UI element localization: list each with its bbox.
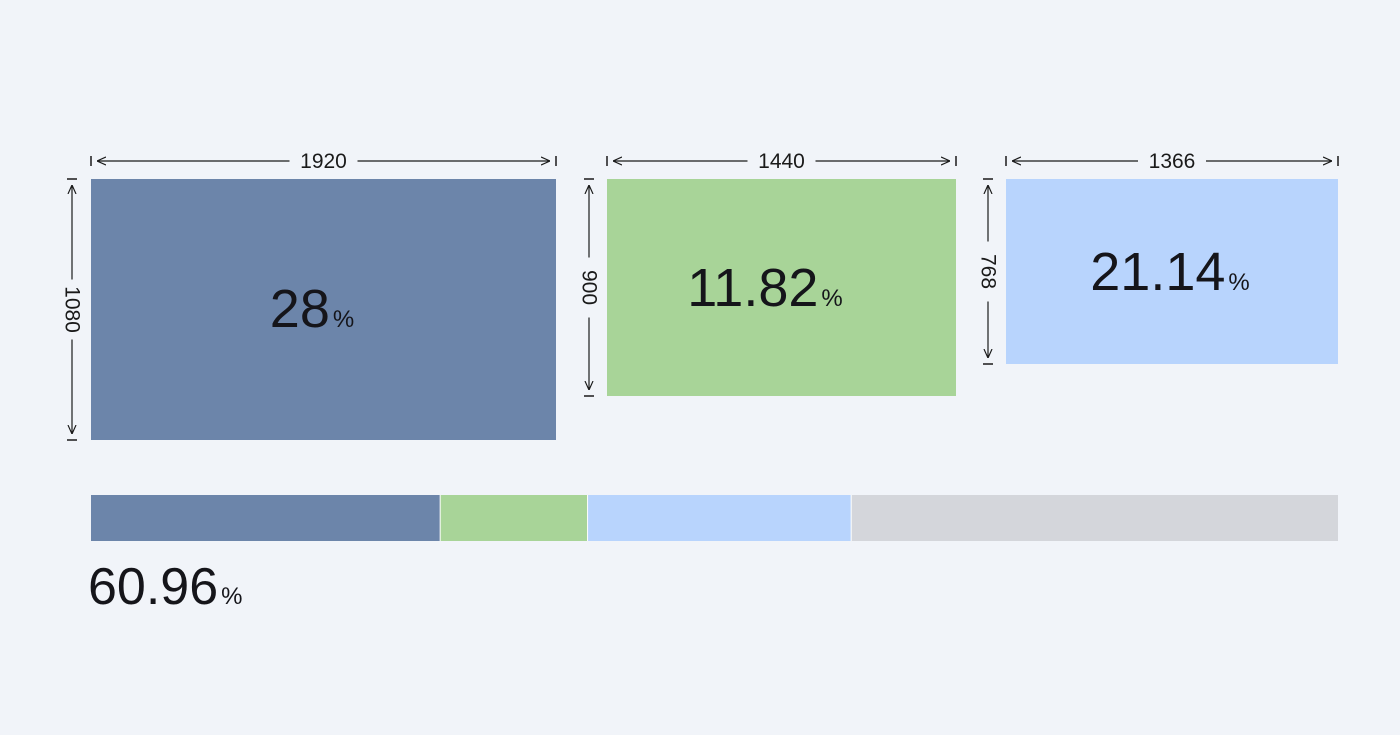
stacked-segment-1920 bbox=[91, 495, 441, 541]
total-share-value: 60.96 bbox=[88, 558, 218, 616]
resolution-rect-1920 bbox=[91, 179, 556, 440]
stacked-segment-other bbox=[851, 495, 1338, 541]
share-label-1920: 28% bbox=[270, 279, 354, 339]
share-unit-1366: % bbox=[1228, 269, 1249, 296]
share-label-1366: 21.14% bbox=[1090, 242, 1249, 302]
width-label-1920: 1920 bbox=[300, 150, 347, 173]
total-share-unit: % bbox=[221, 583, 242, 610]
total-share-label: 60.96% bbox=[88, 558, 242, 616]
share-value-1920: 28 bbox=[270, 279, 330, 339]
width-label-1366: 1366 bbox=[1149, 150, 1196, 173]
share-value-1440: 11.82 bbox=[687, 258, 818, 318]
stacked-segment-1366 bbox=[587, 495, 852, 541]
height-label-1366: 768 bbox=[977, 254, 1000, 289]
share-unit-1440: % bbox=[821, 285, 842, 312]
height-label-1920: 1080 bbox=[61, 286, 84, 333]
resolution-rect-1440 bbox=[607, 179, 956, 396]
width-label-1440: 1440 bbox=[758, 150, 805, 173]
stacked-segment-1440 bbox=[440, 495, 588, 541]
height-label-1440: 900 bbox=[578, 270, 601, 305]
resolution-rect-1366 bbox=[1006, 179, 1338, 364]
share-unit-1920: % bbox=[333, 306, 354, 333]
share-value-1366: 21.14 bbox=[1090, 242, 1225, 302]
share-label-1440: 11.82% bbox=[687, 258, 842, 318]
